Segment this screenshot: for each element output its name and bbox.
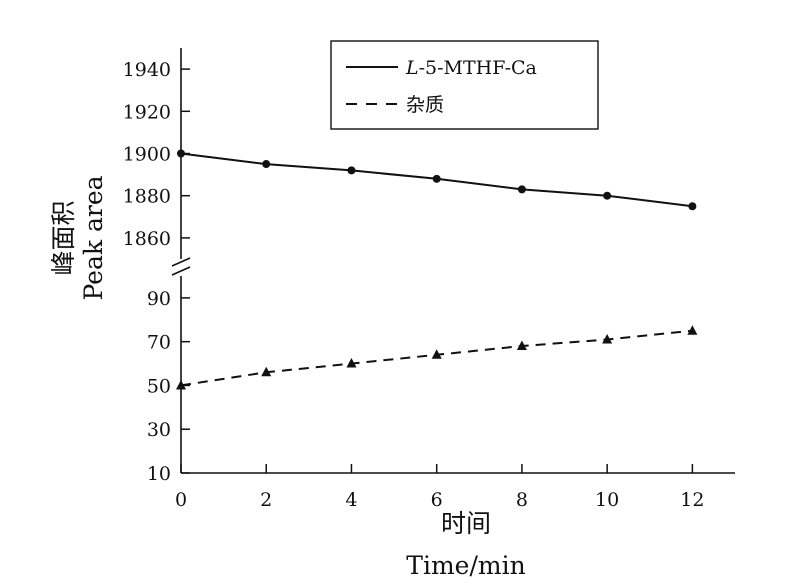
y-lower-tick-label: 70 xyxy=(147,332,171,354)
y-upper-tick-label: 1940 xyxy=(123,59,171,81)
x-tick-label: 8 xyxy=(516,489,528,511)
legend: L-5-MTHF-Ca 杂质 xyxy=(330,40,599,130)
axis-break-mark xyxy=(171,257,191,276)
series-1-point xyxy=(517,185,526,194)
legend-box xyxy=(330,40,599,130)
y-lower-tick-label: 50 xyxy=(147,375,171,397)
legend-label-series-1-prefix: L xyxy=(405,57,419,79)
y-ticks-upper: 1940 1920 1900 1880 1860 xyxy=(123,59,190,250)
legend-label-series-1-suffix: -5-MTHF-Ca xyxy=(419,57,537,79)
series-1-point xyxy=(262,160,271,169)
series-2-point xyxy=(176,379,186,390)
legend-label-series-1: L-5-MTHF-Ca xyxy=(405,57,537,79)
series-1-point xyxy=(688,202,697,211)
y-upper-tick-label: 1860 xyxy=(123,228,171,250)
series-2-point xyxy=(431,349,442,359)
series-1-point xyxy=(177,149,185,158)
legend-label-series-2: 杂质 xyxy=(406,94,444,116)
series-2-point xyxy=(687,325,698,335)
y-axis-label-cn: 峰面积 xyxy=(49,200,78,275)
y-axis-label-group: 峰面积 Peak area xyxy=(49,175,108,300)
y-ticks-lower: 90 70 50 30 10 xyxy=(147,288,190,485)
y-upper-tick-label: 1920 xyxy=(123,101,171,123)
y-upper-tick-label: 1880 xyxy=(123,186,171,208)
series-2-point xyxy=(346,358,357,368)
series-2-point xyxy=(261,366,272,377)
x-tick-label: 12 xyxy=(680,489,704,511)
series-layer xyxy=(176,149,698,390)
x-axis-label-en: Time/min xyxy=(406,551,525,580)
x-tick-label: 6 xyxy=(431,489,443,511)
x-tick-label: 10 xyxy=(595,489,619,511)
series-1-point xyxy=(432,174,441,183)
x-axis-label-cn: 时间 xyxy=(441,509,491,538)
y-lower-tick-label: 30 xyxy=(147,419,171,441)
y-lower-tick-label: 90 xyxy=(147,288,171,310)
x-tick-label: 0 xyxy=(175,489,187,511)
series-2-point xyxy=(516,340,527,351)
series-1-point xyxy=(603,191,612,200)
y-axis-label-en: Peak area xyxy=(79,175,108,300)
y-lower-tick-label: 10 xyxy=(147,463,171,485)
x-tick-label: 2 xyxy=(260,489,272,511)
series-1-point xyxy=(347,166,356,175)
series-2-point xyxy=(602,333,613,344)
x-ticks: 0 2 4 6 8 10 12 xyxy=(175,464,704,511)
x-tick-label: 4 xyxy=(345,489,357,511)
y-upper-tick-label: 1900 xyxy=(123,144,171,166)
